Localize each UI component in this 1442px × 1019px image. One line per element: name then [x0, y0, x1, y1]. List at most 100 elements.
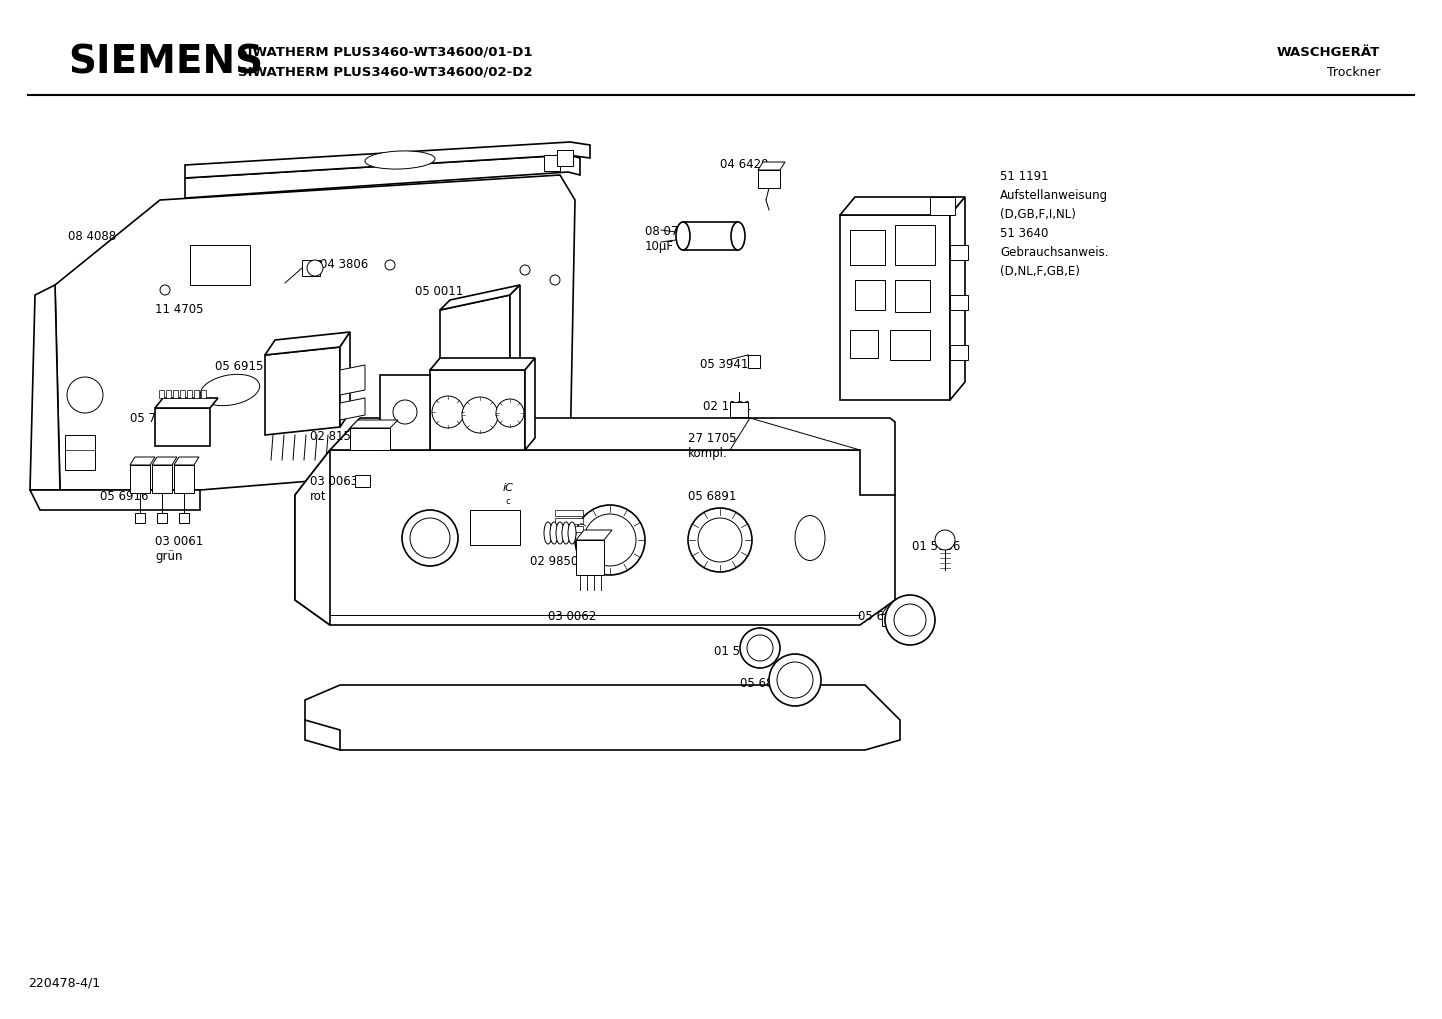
Bar: [748, 355, 760, 368]
Ellipse shape: [795, 516, 825, 560]
Polygon shape: [185, 155, 580, 198]
Circle shape: [461, 397, 497, 433]
Text: 51 1191
Aufstellanweisung
(D,GB,F,I,NL)
51 3640
Gebrauchsanweis.
(D,NL,F,GB,E): 51 1191 Aufstellanweisung (D,GB,F,I,NL) …: [999, 170, 1109, 278]
Bar: [555, 526, 583, 532]
Bar: [950, 345, 968, 360]
Circle shape: [307, 260, 323, 276]
Ellipse shape: [562, 522, 570, 544]
Text: 02 1131: 02 1131: [704, 400, 751, 413]
Text: 08 6516: 08 6516: [450, 340, 499, 353]
Bar: [684, 222, 738, 250]
Text: 04 1486: 04 1486: [865, 232, 913, 245]
Bar: [195, 390, 199, 398]
Text: 03 0063
rot: 03 0063 rot: [310, 475, 358, 503]
Polygon shape: [151, 457, 177, 465]
Bar: [950, 294, 968, 310]
Bar: [180, 390, 185, 398]
Bar: [301, 260, 320, 276]
Text: 04 3806: 04 3806: [320, 258, 368, 271]
Text: 08 4088: 08 4088: [68, 230, 117, 243]
Circle shape: [385, 260, 395, 270]
Polygon shape: [440, 294, 510, 390]
Polygon shape: [883, 605, 916, 614]
Polygon shape: [174, 457, 199, 465]
Bar: [173, 390, 177, 398]
Bar: [470, 510, 521, 545]
Text: 27 1705
kompl.: 27 1705 kompl.: [688, 432, 737, 460]
Circle shape: [402, 510, 459, 566]
Polygon shape: [525, 358, 535, 450]
Circle shape: [394, 400, 417, 424]
Text: 220478-4/1: 220478-4/1: [27, 977, 99, 990]
Circle shape: [584, 514, 636, 566]
Polygon shape: [265, 347, 340, 435]
Polygon shape: [340, 365, 365, 395]
Circle shape: [698, 518, 743, 562]
Text: 03 0061
grün: 03 0061 grün: [154, 535, 203, 564]
Bar: [157, 513, 167, 523]
Polygon shape: [130, 457, 154, 465]
Bar: [849, 330, 878, 358]
Text: WASCHGERÄT: WASCHGERÄT: [1276, 46, 1380, 58]
Circle shape: [885, 595, 934, 645]
Circle shape: [521, 265, 531, 275]
Text: 05 6916: 05 6916: [99, 490, 149, 503]
Text: 03 0062: 03 0062: [548, 610, 596, 623]
Bar: [174, 465, 195, 493]
Text: SIWATHERM PLUS3460-WT34600/02-D2: SIWATHERM PLUS3460-WT34600/02-D2: [238, 65, 532, 78]
Ellipse shape: [365, 151, 435, 169]
Bar: [179, 513, 189, 523]
Polygon shape: [575, 530, 611, 540]
Bar: [136, 513, 146, 523]
Text: 05 6890: 05 6890: [858, 610, 906, 623]
Ellipse shape: [731, 222, 746, 250]
Bar: [355, 475, 371, 487]
Bar: [855, 280, 885, 310]
Text: 01 5867: 01 5867: [714, 645, 763, 658]
Polygon shape: [430, 358, 535, 370]
Bar: [159, 390, 164, 398]
Bar: [544, 155, 559, 171]
Ellipse shape: [549, 522, 558, 544]
Bar: [883, 614, 910, 626]
Ellipse shape: [676, 222, 691, 250]
Circle shape: [777, 662, 813, 698]
Circle shape: [496, 399, 523, 427]
Circle shape: [688, 508, 751, 572]
Ellipse shape: [568, 522, 575, 544]
Polygon shape: [296, 450, 895, 625]
Ellipse shape: [200, 374, 260, 406]
Bar: [930, 197, 955, 215]
Text: 05 6917: 05 6917: [875, 310, 923, 323]
Polygon shape: [154, 408, 211, 446]
Polygon shape: [841, 197, 965, 215]
Text: 05 6891: 05 6891: [688, 490, 737, 503]
Text: SIWATHERM PLUS3460-WT34600/01-D1: SIWATHERM PLUS3460-WT34600/01-D1: [238, 46, 532, 58]
Bar: [190, 245, 249, 285]
Polygon shape: [185, 142, 590, 178]
Polygon shape: [306, 720, 340, 750]
Text: 02 6835: 02 6835: [375, 152, 424, 165]
Circle shape: [740, 628, 780, 668]
Bar: [166, 390, 172, 398]
Circle shape: [160, 285, 170, 294]
Text: 05 3941: 05 3941: [699, 358, 748, 371]
Text: 01 5936: 01 5936: [911, 540, 960, 553]
Polygon shape: [30, 490, 200, 510]
Bar: [350, 428, 389, 450]
Polygon shape: [330, 418, 895, 495]
Bar: [895, 280, 930, 312]
Polygon shape: [510, 285, 521, 375]
Text: c: c: [506, 497, 510, 506]
Circle shape: [66, 377, 102, 413]
Text: 05 6915: 05 6915: [215, 360, 264, 373]
Text: 08 0783
10μF: 08 0783 10μF: [645, 225, 694, 253]
Ellipse shape: [544, 522, 552, 544]
Bar: [950, 245, 968, 260]
Circle shape: [934, 530, 955, 550]
Polygon shape: [154, 398, 218, 408]
Polygon shape: [296, 450, 330, 625]
Text: 05 6889: 05 6889: [740, 677, 789, 690]
Polygon shape: [306, 685, 900, 750]
Text: 05 0011: 05 0011: [415, 285, 463, 298]
